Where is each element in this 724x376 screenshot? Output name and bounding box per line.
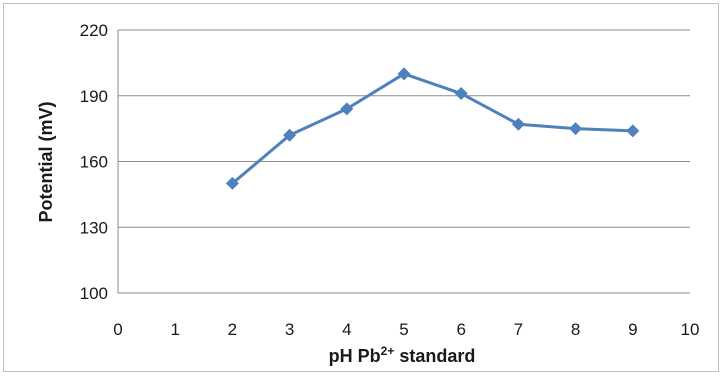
data-point-4 xyxy=(340,102,354,116)
data-point-6 xyxy=(454,87,468,101)
x-tick-label-3: 3 xyxy=(285,320,294,339)
y-tick-label-190: 190 xyxy=(80,87,108,106)
series-layer xyxy=(225,67,640,190)
data-point-9 xyxy=(626,124,640,138)
data-point-5 xyxy=(397,67,411,81)
data-point-2 xyxy=(225,176,239,190)
series-line-0 xyxy=(231,72,633,185)
x-tick-label-0: 0 xyxy=(113,320,122,339)
y-tick-label-220: 220 xyxy=(80,21,108,40)
y-axis-title: Potential (mV) xyxy=(36,101,56,222)
y-tick-label-160: 160 xyxy=(80,153,108,172)
x-tick-label-7: 7 xyxy=(514,320,523,339)
data-point-8 xyxy=(569,122,583,136)
y-tick-label-100: 100 xyxy=(80,284,108,303)
y-tick-labels: 100 130 160 190 220 xyxy=(80,21,108,303)
chart-frame xyxy=(3,3,719,372)
x-tick-label-10: 10 xyxy=(681,320,700,339)
x-axis-title: pH Pb2+ standard xyxy=(329,344,476,366)
x-tick-labels: 0 1 2 3 4 5 6 7 8 9 10 xyxy=(113,320,699,339)
x-tick-label-8: 8 xyxy=(571,320,580,339)
x-tick-label-9: 9 xyxy=(628,320,637,339)
x-tick-label-2: 2 xyxy=(228,320,237,339)
data-point-7 xyxy=(511,117,525,131)
data-point-3 xyxy=(283,128,297,142)
x-tick-label-4: 4 xyxy=(342,320,351,339)
x-axis-title-rest: standard xyxy=(394,346,475,366)
x-axis-title-sup: 2+ xyxy=(381,344,395,358)
x-tick-label-1: 1 xyxy=(170,320,179,339)
y-tick-label-130: 130 xyxy=(80,218,108,237)
gridlines xyxy=(118,29,690,228)
x-axis-title-main: pH Pb xyxy=(329,346,381,366)
x-tick-label-6: 6 xyxy=(456,320,465,339)
x-tick-label-5: 5 xyxy=(399,320,408,339)
axes xyxy=(117,30,690,294)
